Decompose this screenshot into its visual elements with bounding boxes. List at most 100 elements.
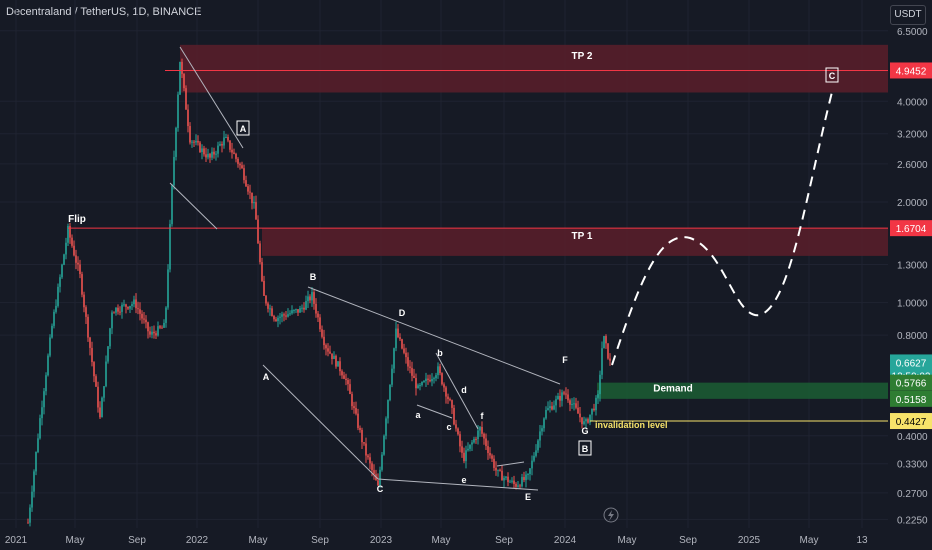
candle-body [481, 427, 483, 434]
wave-line [169, 182, 218, 230]
candle-body [101, 397, 103, 418]
candle-body [317, 313, 319, 318]
wave-label: F [562, 355, 568, 365]
candle-body [365, 443, 367, 456]
candle-body [575, 403, 577, 408]
candle-body [259, 243, 261, 263]
candle-body [373, 470, 375, 475]
wave-label-boxed: B [582, 444, 589, 454]
candle-body [543, 418, 545, 429]
x-tick-label: Sep [311, 535, 329, 546]
candle-body [139, 309, 141, 314]
y-tick-label: 1.3000 [897, 261, 928, 272]
candle-body [207, 153, 209, 158]
price-tag-label: 0.4427 [896, 417, 927, 428]
candle-body [145, 319, 147, 323]
candle-body [59, 277, 61, 287]
candle-body [211, 151, 213, 158]
candle-body [231, 149, 233, 153]
price-tag [890, 62, 932, 79]
wave-box [236, 120, 250, 136]
y-tick-label: 0.3300 [897, 460, 928, 471]
candle-body [255, 202, 257, 220]
candle-body [351, 393, 353, 407]
candle-body [137, 308, 139, 310]
zone-label: TP 1 [572, 231, 593, 242]
x-tick-label: Sep [128, 535, 146, 546]
candle-body [239, 163, 241, 166]
candle-body [285, 315, 287, 317]
candle-body [337, 361, 339, 367]
candle-body [333, 355, 335, 360]
zone-tp-1 [262, 228, 888, 256]
candle-body [133, 299, 135, 305]
candle-body [27, 522, 29, 524]
candle-body [295, 309, 297, 311]
candle-body [555, 399, 557, 406]
lightning-icon [603, 507, 619, 523]
candle-body [197, 141, 199, 143]
x-tick-label: May [800, 535, 819, 546]
wave-label: B [310, 272, 317, 282]
candle-body [349, 384, 351, 394]
candle-body [437, 366, 439, 376]
candle-body [301, 307, 303, 309]
candle-body [595, 397, 597, 411]
candle-body [479, 427, 481, 431]
wave-box [825, 67, 839, 83]
subwave-label: f [481, 411, 485, 421]
wave-label: D [399, 308, 406, 318]
candle-body [605, 336, 607, 344]
candle-body [199, 142, 201, 153]
candle-body [69, 226, 71, 238]
candle-body [499, 469, 501, 471]
x-tick-label: 2023 [370, 535, 393, 546]
subwave-label: c [446, 422, 451, 432]
candle-body [227, 137, 229, 141]
candle-body [457, 428, 459, 435]
candle-body [411, 367, 413, 376]
candle-body [269, 308, 271, 310]
currency-selector[interactable]: USDT [890, 5, 926, 25]
y-tick-label: 2.0000 [897, 198, 928, 209]
candle-body [299, 308, 301, 313]
y-tick-label: 0.2700 [897, 489, 928, 500]
price-tag-label: 4.9452 [896, 66, 927, 77]
wave-label: C [377, 484, 384, 494]
x-tick-label: 2022 [186, 535, 209, 546]
candle-body [503, 477, 505, 481]
x-tick-label: 2021 [5, 535, 28, 546]
candle-body [371, 463, 373, 471]
wave-label-boxed: C [829, 71, 836, 81]
candle-body [607, 343, 609, 359]
candle-body [465, 450, 467, 462]
wave-line [377, 478, 539, 491]
candle-body [289, 313, 291, 315]
candle-body [403, 348, 405, 353]
candle-body [329, 351, 331, 354]
candle-body [451, 400, 453, 408]
candle-body [483, 433, 485, 439]
subwave-label: d [461, 385, 467, 395]
zone-demand [597, 382, 888, 399]
candle-body [309, 296, 311, 301]
candle-body [485, 438, 487, 447]
candle-body [445, 387, 447, 397]
candle-body [311, 292, 313, 301]
candle-body [279, 316, 281, 318]
candle-body [41, 407, 43, 419]
candle-body [603, 336, 605, 349]
candle-body [339, 361, 341, 372]
candle-body [433, 378, 435, 380]
candle-body [463, 452, 465, 462]
candle-body [515, 483, 517, 487]
candle-body [319, 317, 321, 330]
candle-body [493, 458, 495, 468]
candle-body [551, 406, 553, 410]
candle-body [189, 126, 191, 143]
candle-body [549, 406, 551, 409]
candle-body [83, 294, 85, 308]
candle-body [585, 419, 587, 422]
candle-body [95, 376, 97, 387]
